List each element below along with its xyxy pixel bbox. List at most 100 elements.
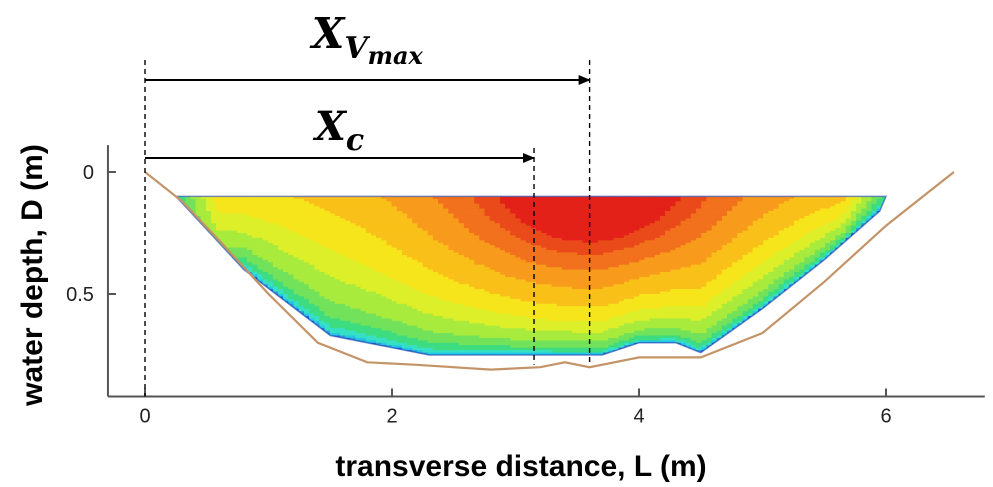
contour-cell xyxy=(216,318,223,322)
contour-cell xyxy=(479,303,486,307)
contour-cell xyxy=(293,213,300,217)
contour-cell xyxy=(309,318,315,322)
contour-cell xyxy=(438,225,444,229)
contour-cell xyxy=(355,328,362,332)
contour-cell xyxy=(453,267,460,271)
contour-cell xyxy=(241,255,248,259)
contour-cell xyxy=(422,333,429,337)
contour-cell xyxy=(422,340,429,344)
contour-cell xyxy=(170,204,176,207)
contour-cell xyxy=(200,323,207,327)
contour-cell xyxy=(221,306,228,310)
contour-cell xyxy=(272,267,279,271)
contour-cell xyxy=(500,365,506,368)
contour-cell xyxy=(263,365,269,368)
contour-cell xyxy=(422,342,429,346)
contour-cell xyxy=(170,340,176,343)
contour-cell xyxy=(185,347,192,351)
contour-cell xyxy=(262,316,269,320)
contour-cell xyxy=(283,289,290,293)
contour-cell xyxy=(175,257,181,261)
contour-cell xyxy=(247,342,254,346)
contour-cell xyxy=(314,264,321,268)
contour-cell xyxy=(401,281,408,285)
contour-cell xyxy=(278,242,285,246)
contour-cell xyxy=(391,201,398,205)
contour-cell xyxy=(345,357,351,360)
contour-cell xyxy=(319,208,326,212)
contour-cell xyxy=(484,250,491,254)
contour-cell xyxy=(340,323,346,327)
contour-cell xyxy=(283,272,290,276)
contour-cell xyxy=(432,264,439,268)
contour-cell xyxy=(355,215,362,220)
contour-cell xyxy=(386,252,393,256)
contour-cell xyxy=(438,286,444,290)
contour-cell xyxy=(453,311,460,315)
contour-cell xyxy=(319,323,326,327)
contour-cell xyxy=(298,196,305,200)
contour-cell xyxy=(221,208,228,212)
contour-cell xyxy=(479,365,485,368)
contour-cell xyxy=(241,203,248,207)
contour-cell xyxy=(303,294,310,298)
contour-cell xyxy=(330,355,336,358)
contour-cell xyxy=(283,206,290,210)
contour-cell xyxy=(257,325,264,329)
contour-cell xyxy=(516,360,522,363)
contour-cell xyxy=(484,255,491,259)
contour-cell xyxy=(314,237,321,242)
contour-cell xyxy=(417,294,424,298)
contour-cell xyxy=(272,252,279,256)
contour-cell xyxy=(525,201,532,205)
contour-cell xyxy=(494,342,501,346)
contour-cell xyxy=(195,255,202,259)
contour-cell xyxy=(257,350,264,354)
contour-cell xyxy=(205,318,212,322)
contour-cell xyxy=(401,240,408,244)
contour-cell xyxy=(443,325,450,329)
contour-cell xyxy=(432,269,439,273)
contour-cell xyxy=(427,206,434,210)
contour-cell xyxy=(494,235,501,239)
contour-cell xyxy=(516,357,522,360)
contour-cell xyxy=(170,221,176,224)
contour-cell xyxy=(422,206,429,210)
contour-cell xyxy=(448,301,455,305)
contour-cell xyxy=(200,286,207,290)
contour-cell xyxy=(458,257,465,261)
contour-cell xyxy=(211,340,217,344)
contour-cell xyxy=(185,286,192,290)
contour-cell xyxy=(464,360,470,363)
contour-cell xyxy=(510,289,517,293)
contour-cell xyxy=(381,350,388,354)
contour-cell xyxy=(381,235,388,239)
contour-cell xyxy=(391,333,398,337)
contour-cell xyxy=(262,208,269,212)
contour-cell xyxy=(525,230,532,234)
contour-cell xyxy=(365,274,372,278)
contour-cell xyxy=(236,215,243,220)
contour-cell xyxy=(211,355,217,358)
contour-cell xyxy=(185,245,192,249)
contour-cell xyxy=(175,360,181,363)
contour-cell xyxy=(329,252,336,256)
contour-cell xyxy=(458,298,465,303)
contour-cell xyxy=(448,298,455,303)
contour-cell xyxy=(360,264,367,268)
contour-cell xyxy=(294,360,300,363)
contour-cell xyxy=(278,252,285,256)
contour-cell xyxy=(427,308,434,312)
contour-cell xyxy=(469,267,475,271)
contour-cell xyxy=(484,206,491,210)
contour-cell xyxy=(376,213,383,217)
contour-cell xyxy=(474,240,481,244)
contour-cell xyxy=(278,352,285,355)
contour-cell xyxy=(262,242,269,246)
contour-cell xyxy=(381,320,388,324)
contour-cell xyxy=(432,211,439,215)
contour-cell xyxy=(247,350,254,354)
contour-cell xyxy=(427,306,434,310)
contour-cell xyxy=(334,233,341,237)
contour-cell xyxy=(525,220,532,224)
